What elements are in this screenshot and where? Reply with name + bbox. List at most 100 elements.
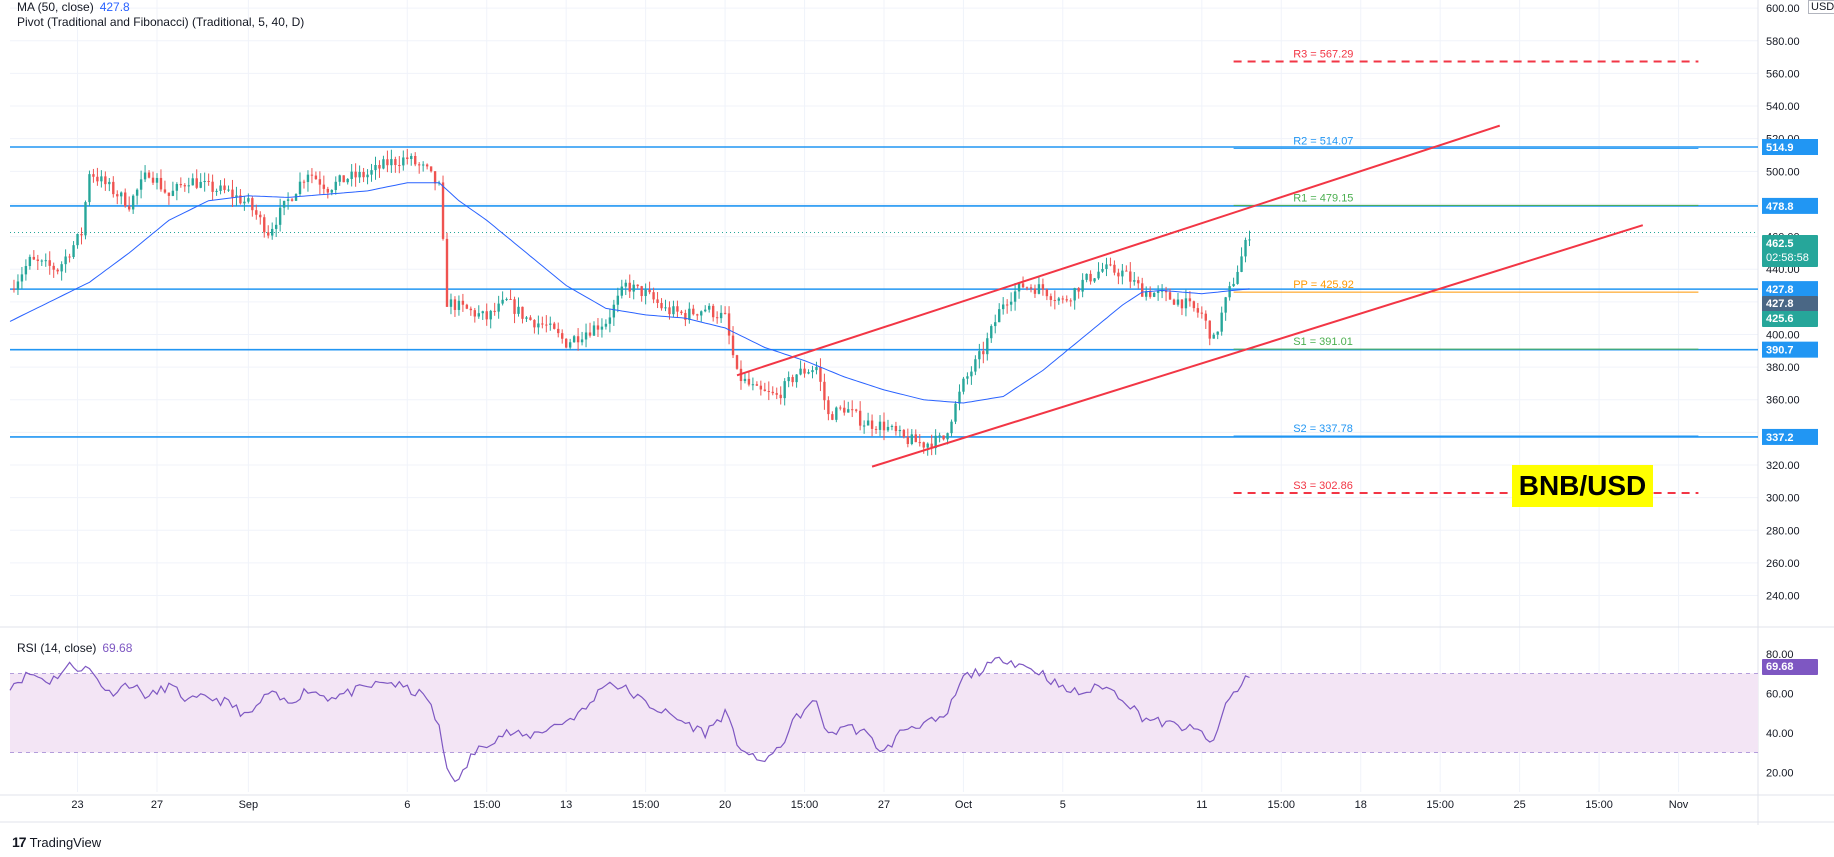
candle-body-258 <box>1037 284 1041 294</box>
candle-body-214 <box>862 425 866 427</box>
price-tick-label-11: 380.00 <box>1766 362 1800 374</box>
candle-body-27 <box>120 192 123 197</box>
candle-body-305 <box>1224 297 1227 313</box>
time-tick-label-13: 15:00 <box>1268 799 1296 811</box>
candle-body-100 <box>410 155 413 160</box>
candle-body-66 <box>274 224 278 229</box>
candle-body-198 <box>799 368 802 375</box>
candle-body-41 <box>175 184 179 191</box>
candle-body-213 <box>858 410 862 426</box>
candle-body-221 <box>890 425 894 427</box>
candle-body-248 <box>998 309 1001 323</box>
candle-body-123 <box>501 299 504 304</box>
candle-body-220 <box>886 426 890 431</box>
candle-body-134 <box>545 324 548 326</box>
candle-body-157 <box>636 284 639 287</box>
level-tag-bg-3 <box>1762 341 1818 358</box>
candle-body-179 <box>723 312 727 314</box>
candle-body-215 <box>866 420 870 426</box>
candle-body-304 <box>1220 312 1223 332</box>
tradingview-mark-icon: 17 <box>12 834 27 850</box>
rsi-legend-label: RSI (14, close) <box>17 641 97 655</box>
candle-body-20 <box>92 174 95 177</box>
prev-close-tag: 425.6 <box>1762 311 1818 327</box>
candle-body-176 <box>711 305 715 318</box>
candle-body-30 <box>131 195 135 210</box>
candle-body-286 <box>1148 291 1152 297</box>
candle-body-217 <box>874 428 878 430</box>
candle-body-260 <box>1045 289 1049 297</box>
candle-body-306 <box>1228 286 1231 298</box>
candle-body-233 <box>938 435 941 437</box>
candle-body-39 <box>167 192 171 196</box>
candle-body-303 <box>1216 331 1219 335</box>
candle-body-99 <box>406 157 409 160</box>
price-tick-label-1: 580.00 <box>1766 36 1800 48</box>
currency-label: USD <box>1808 0 1834 14</box>
candle-body-55 <box>231 189 234 198</box>
candle-body-235 <box>946 433 949 440</box>
candle-body-23 <box>104 176 107 185</box>
time-tick-label-8: 15:00 <box>791 799 819 811</box>
candle-body-231 <box>930 443 933 449</box>
ma-line <box>9 182 1250 404</box>
candle-body-109 <box>445 238 449 307</box>
ma-price-tag: 427.8 <box>1762 296 1818 312</box>
candle-body-97 <box>398 165 401 167</box>
candle-body-184 <box>743 378 747 382</box>
candle-body-162 <box>656 299 659 303</box>
candle-body-163 <box>660 302 663 309</box>
candle-body-74 <box>306 174 310 182</box>
candle-body-172 <box>696 314 699 316</box>
candle-body-58 <box>243 201 246 204</box>
candle-body-5 <box>32 256 36 260</box>
candle-body-191 <box>771 391 774 394</box>
candle-body-3 <box>24 266 28 275</box>
candle-body-222 <box>894 425 898 432</box>
pivot-legend[interactable]: Pivot (Traditional and Fibonacci) (Tradi… <box>17 15 304 29</box>
rsi-tick-label-1: 60.00 <box>1766 688 1794 700</box>
candle-body-50 <box>211 181 214 192</box>
candle-body-166 <box>672 306 675 315</box>
candle-body-25 <box>112 181 115 195</box>
time-tick-label-0: 23 <box>71 799 83 811</box>
price-tick-label-0: 600.00 <box>1766 3 1800 15</box>
candle-body-150 <box>608 317 612 324</box>
candle-body-271 <box>1089 273 1092 282</box>
rsi-legend[interactable]: RSI (14, close) 69.68 <box>17 641 132 655</box>
candle-body-159 <box>644 289 647 297</box>
time-tick-label-9: 27 <box>878 799 890 811</box>
candle-body-70 <box>290 199 294 201</box>
candle-body-105 <box>429 166 433 172</box>
candle-body-85 <box>350 171 353 179</box>
candle-body-46 <box>195 178 198 188</box>
candle-body-241 <box>970 371 973 377</box>
candle-body-147 <box>596 325 600 330</box>
candle-body-136 <box>553 323 556 329</box>
candle-body-13 <box>64 256 67 265</box>
candle-body-274 <box>1101 269 1104 272</box>
candle-body-299 <box>1200 312 1204 314</box>
tradingview-logo[interactable]: 17 TradingView <box>12 834 101 850</box>
candle-body-76 <box>314 175 318 180</box>
candle-body-160 <box>648 289 651 293</box>
channel-line-1 <box>871 224 1644 468</box>
candle-body-264 <box>1061 298 1064 300</box>
candle-body-16 <box>76 233 79 246</box>
candle-body-284 <box>1141 283 1144 297</box>
candle-body-121 <box>493 310 496 312</box>
candle-body-142 <box>576 336 580 343</box>
candle-body-12 <box>60 264 63 272</box>
candle-body-17 <box>80 233 83 236</box>
candle-body-89 <box>366 174 369 178</box>
candle-body-19 <box>88 174 91 203</box>
time-tick-label-3: 6 <box>404 799 410 811</box>
candle-body-52 <box>219 185 222 191</box>
candle-body-141 <box>572 336 576 343</box>
current-price-tag: 462.5 02:58:58 <box>1762 235 1818 267</box>
candle-body-135 <box>549 323 552 325</box>
candle-body-114 <box>465 304 469 309</box>
ma-legend[interactable]: MA (50, close) 427.8 <box>17 0 130 14</box>
price-tick-label-16: 280.00 <box>1766 525 1800 537</box>
